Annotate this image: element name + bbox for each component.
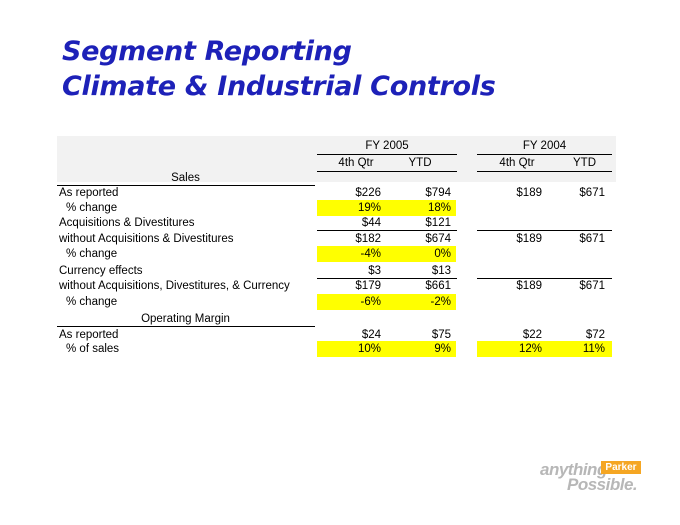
header-fy2005: FY 2005: [365, 140, 409, 152]
row-label-without-acq: without Acquisitions & Divestitures: [59, 233, 234, 245]
title-line-1: Segment Reporting: [62, 36, 352, 67]
logo-parker-badge: Parker: [601, 461, 641, 474]
row-label-currency: Currency effects: [59, 265, 143, 277]
cell: 19%: [357, 202, 381, 214]
cell: $226: [355, 187, 381, 199]
cell: 11%: [582, 343, 605, 355]
row-label-pct-change: % change: [66, 248, 118, 260]
header-fy2004: FY 2004: [522, 140, 567, 152]
cell: $22: [522, 329, 542, 341]
cell: 0%: [434, 248, 451, 260]
title-line-2: Climate & Industrial Controls: [62, 71, 496, 102]
rule-currency: [317, 278, 457, 279]
cell: $3: [368, 265, 381, 277]
cell: 12%: [518, 343, 542, 355]
cell: $189: [516, 233, 542, 245]
row-label-pct-change: % change: [66, 202, 118, 214]
highlight-pct2-2005: [317, 246, 456, 262]
rule-acq-div: [317, 230, 457, 231]
highlight-pct1-2005: [317, 200, 456, 216]
parker-logo: anything Parker Possible.: [540, 458, 642, 494]
cell: $75: [431, 329, 451, 341]
cell: $13: [431, 265, 451, 277]
rule-without-acq-2004: [477, 230, 612, 231]
cell: -2%: [430, 296, 451, 308]
highlight-pct3-2005: [317, 294, 456, 310]
row-label-pct-sales: % of sales: [66, 343, 120, 355]
header-ytd-2005: YTD: [408, 157, 432, 169]
cell: $661: [425, 280, 451, 292]
cell: $674: [425, 233, 451, 245]
row-label-without-acq-curr: without Acquisitions, Divestitures, & Cu…: [59, 280, 290, 292]
cell: $671: [579, 280, 605, 292]
section-operating-margin: Operating Margin: [141, 313, 230, 325]
cell: $24: [361, 329, 381, 341]
slide-title: Segment Reporting Climate & Industrial C…: [62, 34, 496, 104]
cell: $671: [579, 187, 605, 199]
cell: $44: [361, 217, 381, 229]
rule-subheader-2004: [477, 171, 612, 172]
cell: $189: [516, 280, 542, 292]
row-label-om-as-reported: As reported: [59, 329, 119, 341]
rule-sales: [57, 185, 315, 186]
rule-operating-margin: [57, 326, 315, 327]
cell: 18%: [427, 202, 451, 214]
section-sales: Sales: [171, 172, 200, 184]
header-q4-2005: 4th Qtr: [338, 157, 374, 169]
row-label-as-reported: As reported: [59, 187, 119, 199]
cell: 10%: [357, 343, 381, 355]
logo-word-possible: Possible.: [567, 475, 638, 494]
cell: -6%: [360, 296, 381, 308]
rule-fy2005: [317, 154, 457, 155]
rule-subheader-2005: [317, 171, 457, 172]
cell: $182: [355, 233, 381, 245]
cell: $189: [516, 187, 542, 199]
cell: $121: [425, 217, 451, 229]
header-shading: [57, 136, 616, 182]
header-q4-2004: 4th Qtr: [499, 157, 535, 169]
highlight-pctsales-2005: [317, 341, 456, 357]
cell: $794: [425, 187, 451, 199]
cell: $179: [355, 280, 381, 292]
logo-word-anything: anything: [540, 460, 607, 479]
row-label-pct-change: % change: [66, 296, 118, 308]
cell: -4%: [360, 248, 381, 260]
cell: $671: [579, 233, 605, 245]
rule-without-acq-curr-2004: [477, 278, 612, 279]
cell: $72: [585, 329, 605, 341]
cell: 9%: [434, 343, 451, 355]
header-ytd-2004: YTD: [573, 157, 596, 169]
highlight-pctsales-2004: [477, 341, 612, 357]
row-label-acq-div: Acquisitions & Divestitures: [59, 217, 195, 229]
rule-fy2004: [477, 154, 612, 155]
